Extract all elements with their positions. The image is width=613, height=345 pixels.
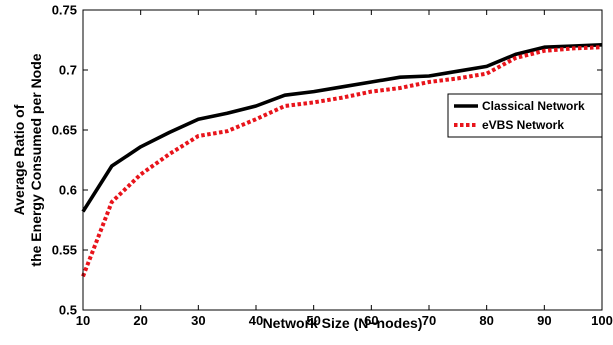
x-tick-label: 50 (306, 313, 320, 328)
series-layer (81, 43, 603, 278)
plot-frame (82, 9, 603, 311)
x-tick-label: 100 (591, 313, 613, 328)
x-axis-title: Network Size (N−nodes) (263, 315, 423, 331)
y-tick-label: 0.75 (52, 3, 77, 18)
labels-layer: 10 20 30 40 50 60 70 80 90 100 0.5 0.55 0.6 0.65 0.7 0.… (11, 3, 613, 332)
x-tick-label: 80 (479, 313, 493, 328)
x-tick-label: 30 (191, 313, 205, 328)
x-tick-label: 90 (537, 313, 551, 328)
x-tick-label: 60 (364, 313, 378, 328)
legend: Classical Network eVBS Network (447, 93, 603, 138)
series-line-0 (81, 43, 603, 213)
legend-label-0: Classical Network (482, 99, 585, 113)
axes-layer (82, 9, 603, 311)
series-line-1 (81, 45, 603, 278)
y-axis-title-line-1: Average Ratio of (11, 104, 27, 215)
y-tick-label: 0.55 (52, 243, 77, 258)
y-tick-label: 0.65 (52, 123, 77, 138)
legend-label-1: eVBS Network (482, 118, 564, 132)
ticks-layer (82, 9, 603, 311)
x-tick-label: 20 (133, 313, 147, 328)
y-tick-label: 0.5 (59, 303, 77, 318)
y-tick-label: 0.7 (59, 63, 77, 78)
x-tick-label: 40 (249, 313, 263, 328)
y-tick-label: 0.6 (59, 183, 77, 198)
x-tick-label: 10 (76, 313, 90, 328)
y-axis-title-line-2: the Energy Consumed per Node (28, 53, 44, 266)
x-tick-label: 70 (422, 313, 436, 328)
legend-box (447, 93, 603, 138)
